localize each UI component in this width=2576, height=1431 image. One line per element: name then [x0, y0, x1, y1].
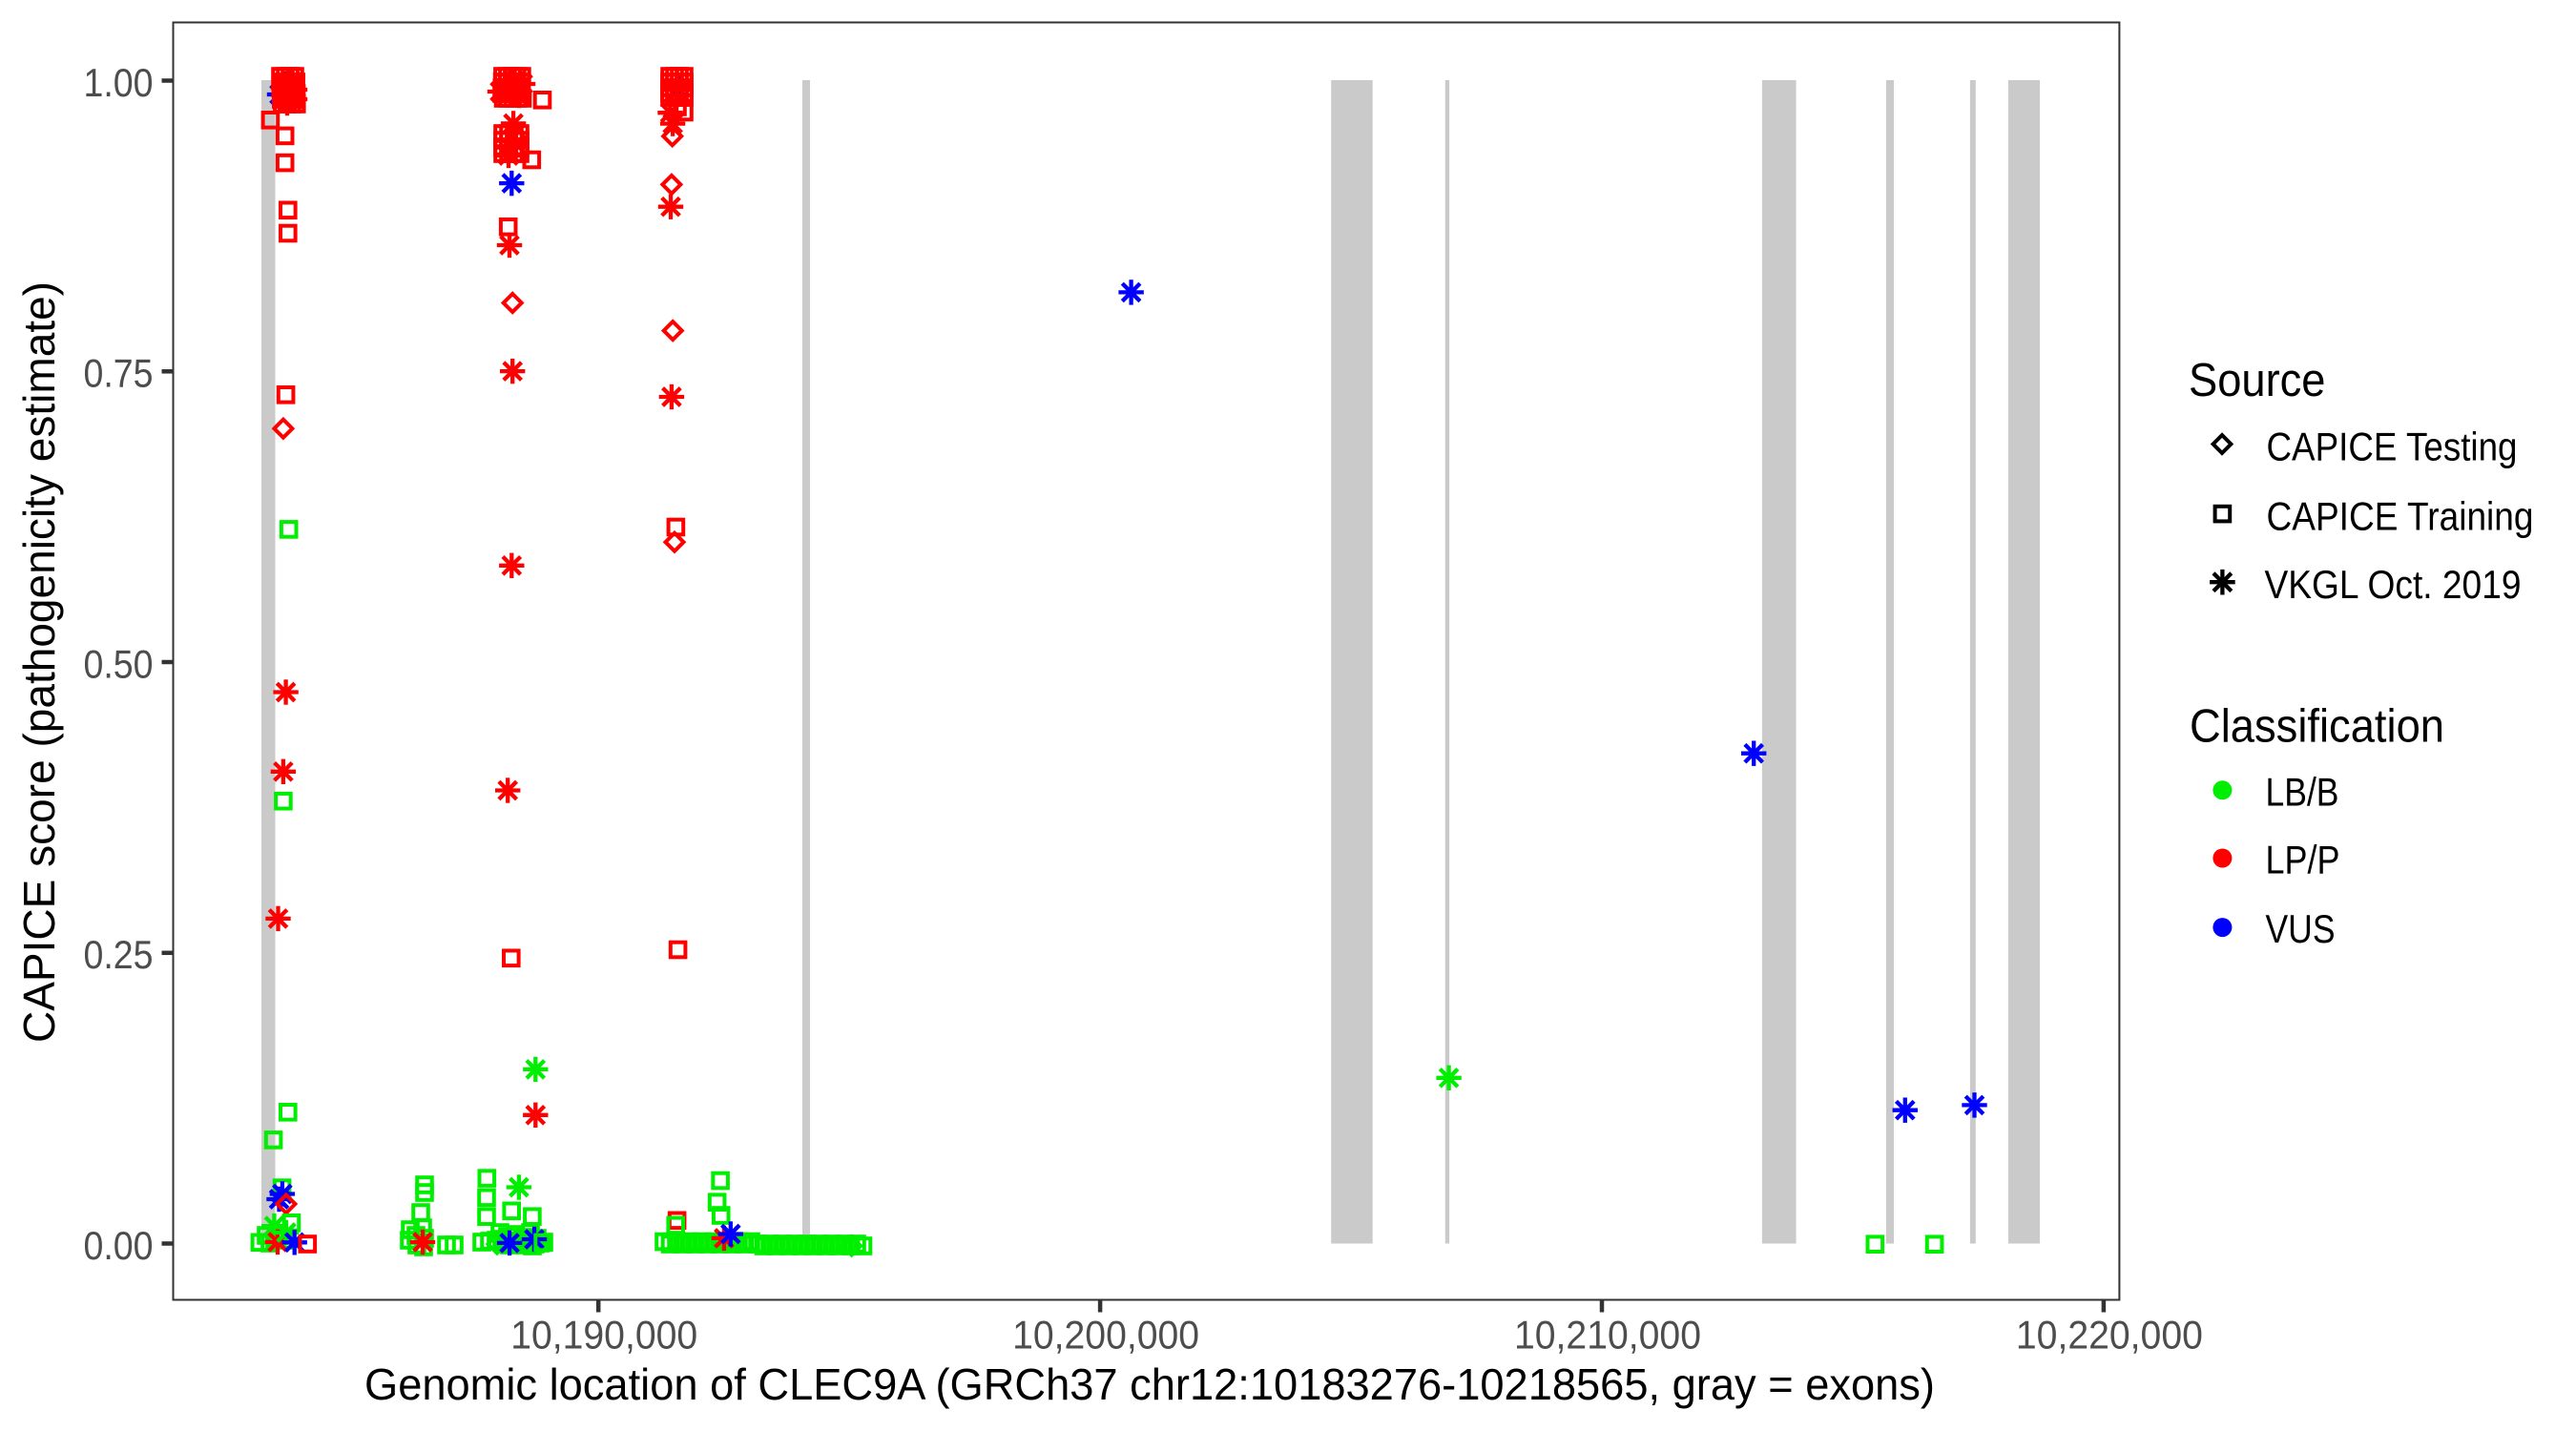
svg-text:10,190,000: 10,190,000 — [510, 1313, 697, 1358]
svg-text:LP/P: LP/P — [2266, 838, 2340, 882]
svg-text:Classification: Classification — [2190, 700, 2444, 752]
svg-text:CAPICE Training: CAPICE Training — [2267, 494, 2534, 539]
svg-text:10,200,000: 10,200,000 — [1012, 1313, 1199, 1358]
svg-text:10,210,000: 10,210,000 — [1514, 1313, 1701, 1358]
svg-text:1.00: 1.00 — [84, 60, 154, 105]
svg-text:10,220,000: 10,220,000 — [2016, 1313, 2203, 1358]
svg-text:VKGL Oct. 2019: VKGL Oct. 2019 — [2265, 562, 2522, 607]
svg-text:LB/B: LB/B — [2266, 769, 2339, 814]
svg-text:0.50: 0.50 — [84, 641, 154, 686]
svg-text:CAPICE Testing: CAPICE Testing — [2267, 425, 2518, 469]
svg-text:0.00: 0.00 — [84, 1223, 154, 1268]
svg-text:Genomic location of CLEC9A (GR: Genomic location of CLEC9A (GRCh37 chr12… — [364, 1359, 1935, 1409]
svg-text:0.75: 0.75 — [84, 351, 154, 396]
svg-text:VUS: VUS — [2266, 906, 2336, 951]
svg-text:0.25: 0.25 — [84, 932, 154, 977]
svg-text:CAPICE score (pathogenicity es: CAPICE score (pathogenicity estimate) — [14, 281, 64, 1043]
svg-text:Source: Source — [2189, 355, 2326, 406]
